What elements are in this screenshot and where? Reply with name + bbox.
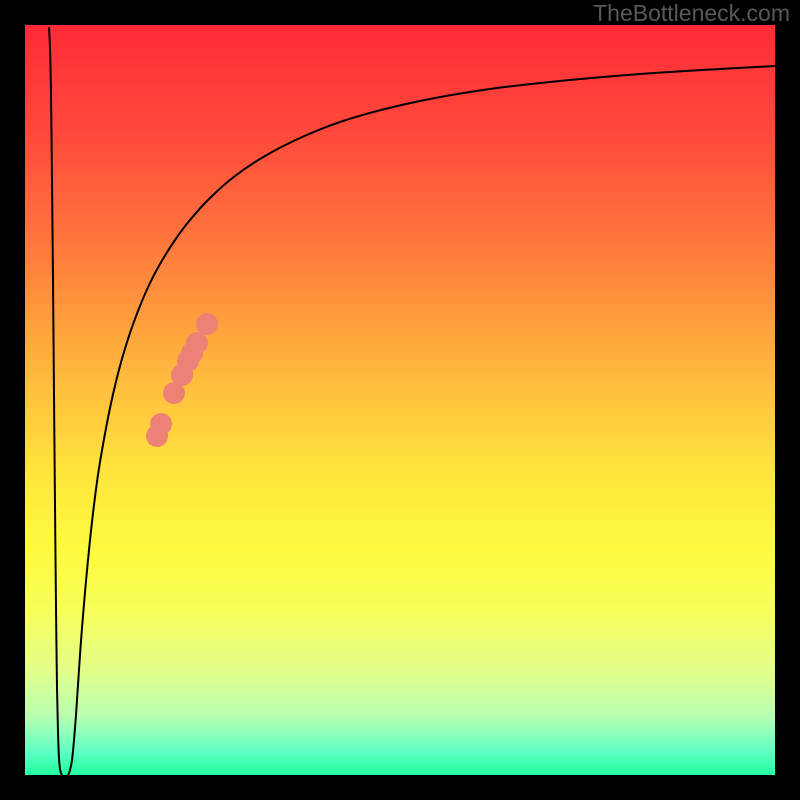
frame-bottom xyxy=(0,775,800,800)
watermark-text: TheBottleneck.com xyxy=(593,0,790,26)
frame-right xyxy=(775,0,800,800)
plot-background xyxy=(25,25,775,775)
marker-point xyxy=(150,413,172,435)
marker-point xyxy=(196,313,218,335)
marker-point xyxy=(186,332,208,354)
frame-left xyxy=(0,0,25,800)
chart-svg: TheBottleneck.com xyxy=(0,0,800,800)
bottleneck-chart: TheBottleneck.com xyxy=(0,0,800,800)
